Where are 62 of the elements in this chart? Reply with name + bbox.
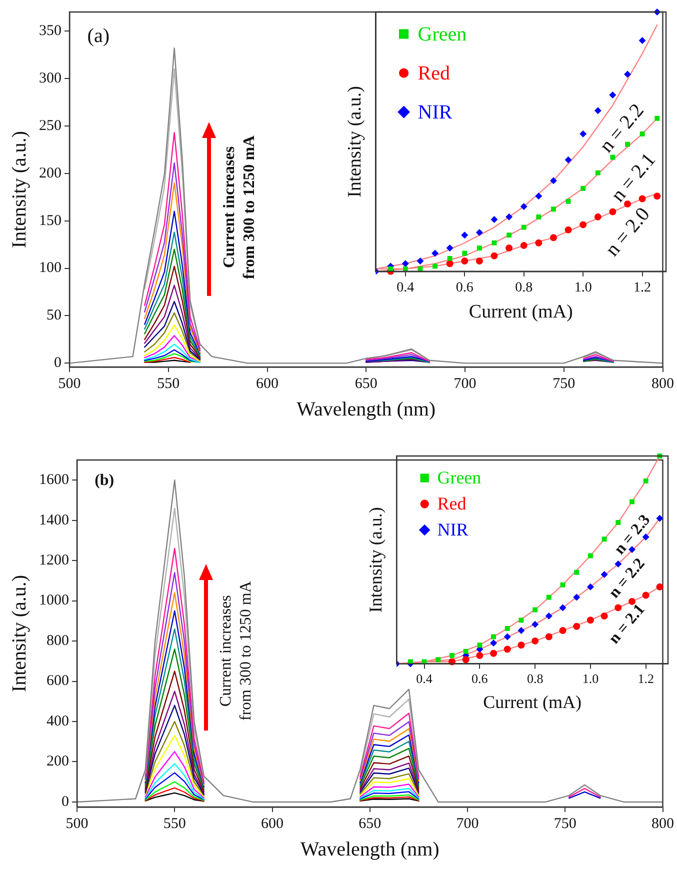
x-tick-label: 0.6 xyxy=(456,280,474,296)
y-axis-title: Intensity (a.u.) xyxy=(8,574,30,692)
x-axis-title: Wavelength (nm) xyxy=(296,398,436,420)
legend-label: Green xyxy=(437,468,482,488)
annotation: Current increases from 300 to 1250 mA xyxy=(220,134,258,280)
legend-label: Red xyxy=(418,62,450,84)
x-tick-label: 700 xyxy=(456,816,479,832)
y-tick-label: 300 xyxy=(39,70,62,86)
legend-label: Green xyxy=(418,23,467,46)
x-axis-title: Wavelength (nm) xyxy=(300,838,440,860)
x-tick-label: 0.8 xyxy=(526,671,544,686)
y-axis-title: Intensity (a.u.) xyxy=(344,86,366,198)
x-tick-label: 500 xyxy=(58,376,81,392)
y-axis-title: Intensity (a.u.) xyxy=(8,130,30,248)
y-tick-label: 1600 xyxy=(39,472,69,488)
y-tick-label: 350 xyxy=(39,22,62,39)
x-tick-label: 0.6 xyxy=(472,671,488,686)
x-tick-label: 1.0 xyxy=(582,671,599,686)
x-axis-title: Current (mA) xyxy=(468,302,573,323)
x-tick-label: 0.8 xyxy=(515,280,533,296)
y-tick-label: 200 xyxy=(46,754,69,770)
x-tick-label: 750 xyxy=(554,816,576,832)
y-tick-label: 150 xyxy=(39,212,62,229)
y-tick-label: 1000 xyxy=(39,592,69,609)
y-tick-label: 800 xyxy=(46,632,69,649)
x-tick-label: 0.4 xyxy=(396,280,414,296)
y-tick-label: 1400 xyxy=(39,512,69,528)
legend-label: NIR xyxy=(418,101,453,124)
annotation: (a) xyxy=(87,25,110,48)
y-tick-label: 1200 xyxy=(39,552,69,569)
annotation: n = 2.2 xyxy=(606,555,648,602)
x-tick-label: 600 xyxy=(261,816,284,832)
x-tick-label: 550 xyxy=(157,376,180,392)
x-tick-label: 800 xyxy=(652,816,674,832)
legend-label: Red xyxy=(437,494,466,514)
x-tick-label: 650 xyxy=(358,816,382,832)
x-tick-label: 1.0 xyxy=(574,280,592,296)
x-tick-label: 800 xyxy=(652,376,674,392)
x-tick-label: 600 xyxy=(256,376,278,392)
x-tick-label: 500 xyxy=(66,816,88,832)
y-tick-label: 0 xyxy=(62,794,69,810)
y-tick-label: 400 xyxy=(46,713,69,730)
x-axis-title: Current (mA) xyxy=(483,692,582,712)
y-tick-label: 200 xyxy=(39,165,62,182)
x-tick-label: 650 xyxy=(354,376,378,392)
y-tick-label: 100 xyxy=(39,260,62,276)
annotation: Current increases from 300 to 1250 mA xyxy=(218,580,255,721)
x-tick-label: 1.2 xyxy=(638,671,654,686)
annotation: (b) xyxy=(94,472,114,489)
y-tick-label: 50 xyxy=(46,308,62,324)
annotation: n = 2.3 xyxy=(611,512,654,558)
y-tick-label: 250 xyxy=(39,118,62,134)
y-axis-title: Intensity (a.u.) xyxy=(366,507,386,613)
annotation: n = 2.1 xyxy=(606,601,648,648)
legend-label: NIR xyxy=(437,520,468,540)
y-tick-label: 0 xyxy=(54,355,62,372)
x-tick-label: 700 xyxy=(454,376,476,392)
x-tick-label: 550 xyxy=(163,816,186,832)
annotation: n = 2.0 xyxy=(601,203,654,261)
x-tick-label: 0.4 xyxy=(416,671,433,686)
x-tick-label: 1.2 xyxy=(634,280,652,296)
x-tick-label: 750 xyxy=(552,376,576,392)
